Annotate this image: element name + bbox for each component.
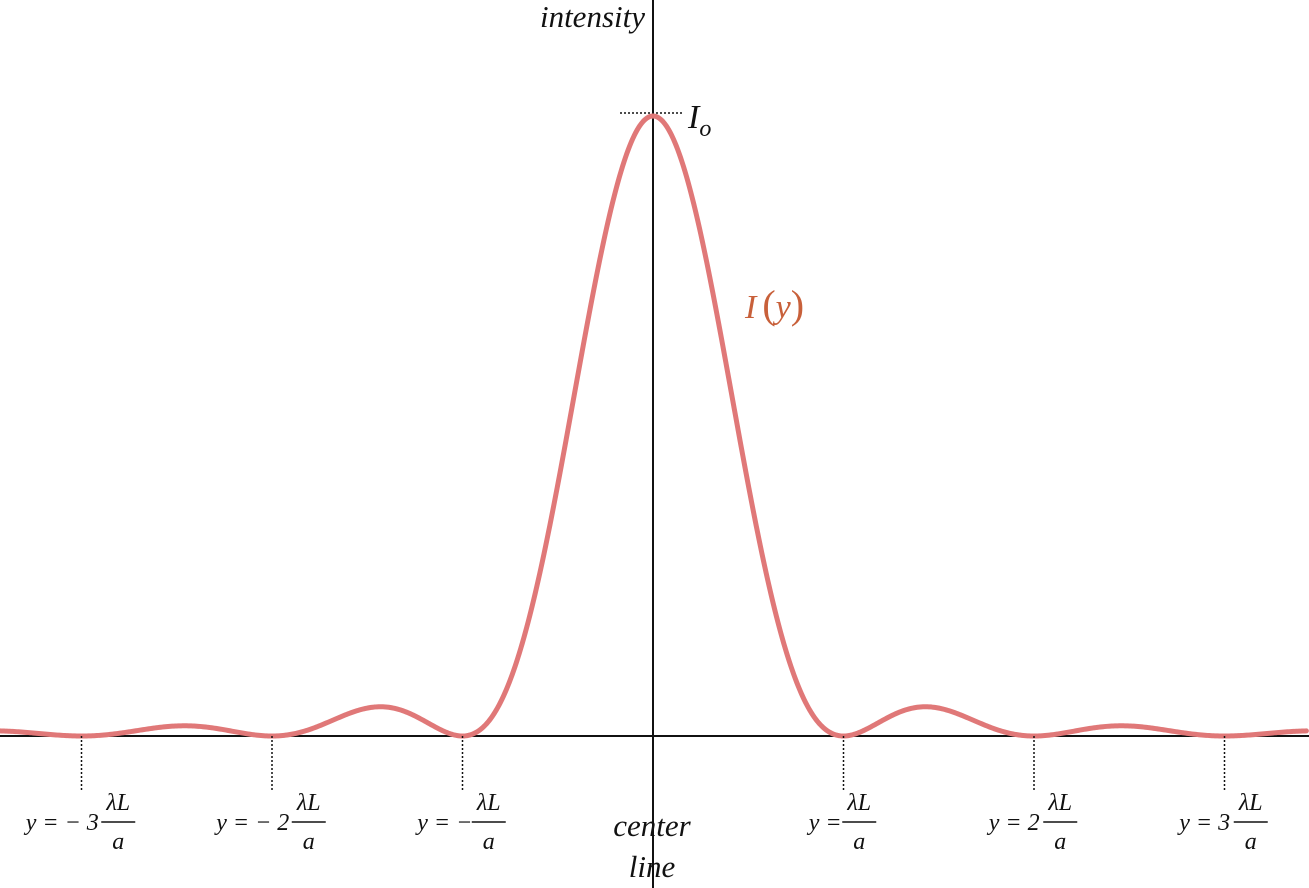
tick-label-prefix: y = — [807, 810, 842, 836]
tick-label-prefix: y = 2 — [987, 810, 1040, 836]
curve-label-var: y — [773, 289, 792, 326]
tick-label-prefix: y = − 2 — [214, 810, 289, 836]
y-axis-label: intensity — [540, 0, 645, 34]
x-axis-label-line2: line — [629, 849, 676, 884]
tick-label-1: y = − 2 λL a — [214, 790, 326, 855]
tick-label-denominator: a — [112, 829, 124, 855]
tick-label-4: y = 2 λL a — [987, 790, 1078, 855]
curve-label-open: ( — [762, 282, 775, 327]
tick-label-numerator: λL — [296, 790, 321, 816]
peak-label-subscript: o — [699, 116, 711, 142]
tick-label-numerator: λL — [1238, 790, 1263, 816]
curve-label: I (y) — [744, 282, 804, 327]
curve-label-main: I — [744, 289, 758, 326]
tick-label-0: y = − 3λL a — [24, 790, 136, 855]
tick-label-5: y = 3 λL a — [1177, 790, 1268, 855]
tick-label-denominator: a — [483, 829, 495, 855]
tick-label-numerator: λL — [476, 790, 501, 816]
tick-label-denominator: a — [1245, 829, 1257, 855]
tick-label-prefix: y = − 3 — [24, 810, 99, 836]
intensity-curve — [0, 113, 1309, 739]
tick-label-denominator: a — [1054, 829, 1066, 855]
tick-label-prefix: y = − — [415, 810, 472, 836]
curve-label-close: ) — [791, 282, 804, 327]
tick-label-2: y = −λL a — [415, 790, 506, 855]
tick-label-numerator: λL — [846, 790, 871, 816]
peak-label: Io — [687, 99, 711, 142]
tick-label-denominator: a — [853, 829, 865, 855]
tick-label-prefix: y = 3 — [1177, 810, 1230, 836]
peak-label-main: I — [687, 99, 701, 136]
tick-label-numerator: λL — [105, 790, 130, 816]
tick-label-3: y =λL a — [807, 790, 877, 855]
x-axis-label-line1: center — [613, 808, 691, 843]
tick-label-denominator: a — [303, 829, 315, 855]
tick-label-numerator: λL — [1047, 790, 1072, 816]
